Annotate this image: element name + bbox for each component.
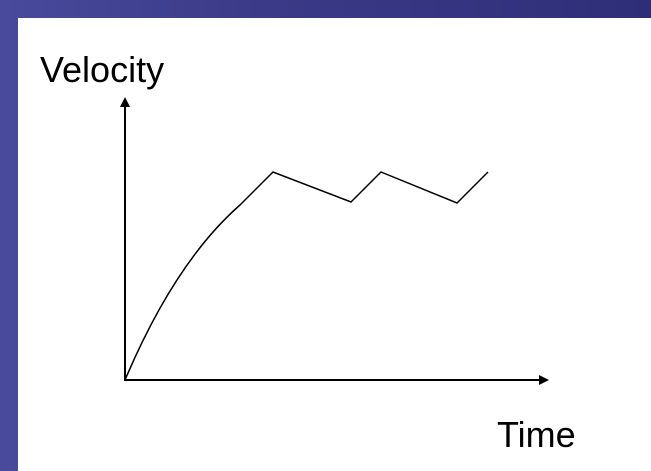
x-axis-label: Time: [497, 414, 576, 455]
velocity-curve: [124, 171, 489, 381]
slide-panel: [18, 18, 651, 471]
y-axis-label: Velocity: [40, 49, 164, 90]
